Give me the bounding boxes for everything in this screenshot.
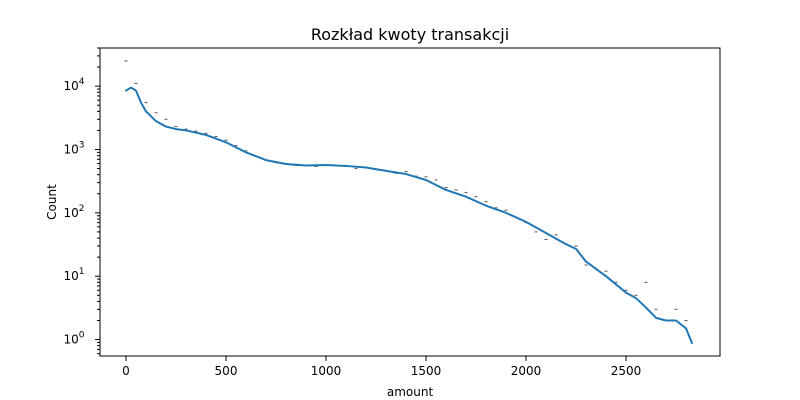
y-tick-label: 101: [63, 267, 84, 283]
x-tick-label: 1500: [411, 364, 442, 378]
y-tick-label: 100: [63, 331, 84, 347]
chart-title: Rozkład kwoty transakcji: [311, 25, 509, 44]
kde-curve: [125, 86, 693, 345]
kde-line: [125, 86, 693, 345]
y-axis: 100 101 102 103 104: [63, 47, 100, 355]
x-tick-label: 2500: [611, 364, 642, 378]
plot-area-frame: [99, 47, 721, 357]
x-axis-label: amount: [387, 385, 434, 399]
x-tick-label: 0: [122, 364, 130, 378]
y-axis-label: Count: [45, 184, 59, 220]
x-tick-label: 1000: [311, 364, 342, 378]
x-tick-label: 2000: [511, 364, 542, 378]
y-tick-label: 103: [63, 140, 84, 156]
y-tick-label: 104: [63, 77, 84, 93]
y-tick-label: 102: [63, 204, 84, 220]
histogram-bins: [124, 60, 688, 321]
x-tick-label: 500: [215, 364, 238, 378]
x-axis: 0 500 1000 1500 2000 2500: [122, 356, 641, 378]
